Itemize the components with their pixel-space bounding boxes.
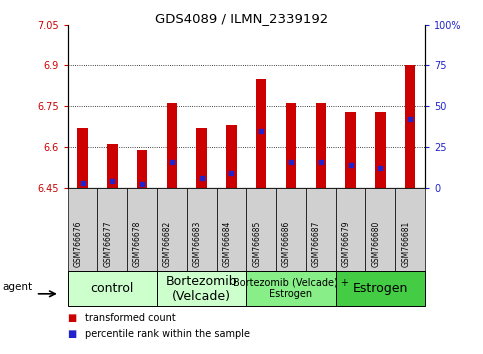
Text: control: control [91,282,134,295]
Text: Estrogen: Estrogen [353,282,408,295]
Text: GSM766686: GSM766686 [282,221,291,267]
Point [168,159,176,164]
Text: Bortezomib
(Velcade): Bortezomib (Velcade) [166,274,238,303]
Text: GSM766679: GSM766679 [341,221,351,267]
Text: GSM766682: GSM766682 [163,221,172,267]
Bar [167,103,177,188]
Text: GDS4089 / ILMN_2339192: GDS4089 / ILMN_2339192 [155,12,328,25]
Point [198,175,206,181]
Bar [375,112,385,188]
Text: GSM766678: GSM766678 [133,221,142,267]
Point [79,180,86,185]
Point [227,170,235,176]
Text: ■: ■ [68,313,77,323]
Bar [226,125,237,188]
Point [109,178,116,184]
Point [287,159,295,164]
Bar [137,150,147,188]
Text: Bortezomib (Velcade) +
Estrogen: Bortezomib (Velcade) + Estrogen [233,278,349,299]
Text: GSM766687: GSM766687 [312,221,321,267]
Text: transformed count: transformed count [85,313,175,323]
Text: GSM766681: GSM766681 [401,221,410,267]
Point [257,128,265,133]
Point [406,116,414,122]
Bar [405,65,415,188]
Text: percentile rank within the sample: percentile rank within the sample [85,329,250,339]
Text: GSM766685: GSM766685 [252,221,261,267]
Point [138,182,146,187]
Text: GSM766684: GSM766684 [223,221,231,267]
Bar [315,103,326,188]
Text: ■: ■ [68,329,77,339]
Point [347,162,355,168]
Bar [77,128,88,188]
Bar [256,79,267,188]
Bar [197,128,207,188]
Bar [286,103,296,188]
Text: GSM766683: GSM766683 [193,221,202,267]
Point [377,165,384,171]
Text: GSM766677: GSM766677 [103,221,112,267]
Text: agent: agent [2,282,32,292]
Bar [107,144,117,188]
Bar [345,112,356,188]
Text: GSM766676: GSM766676 [73,221,83,267]
Text: GSM766680: GSM766680 [371,221,381,267]
Point [317,159,325,164]
